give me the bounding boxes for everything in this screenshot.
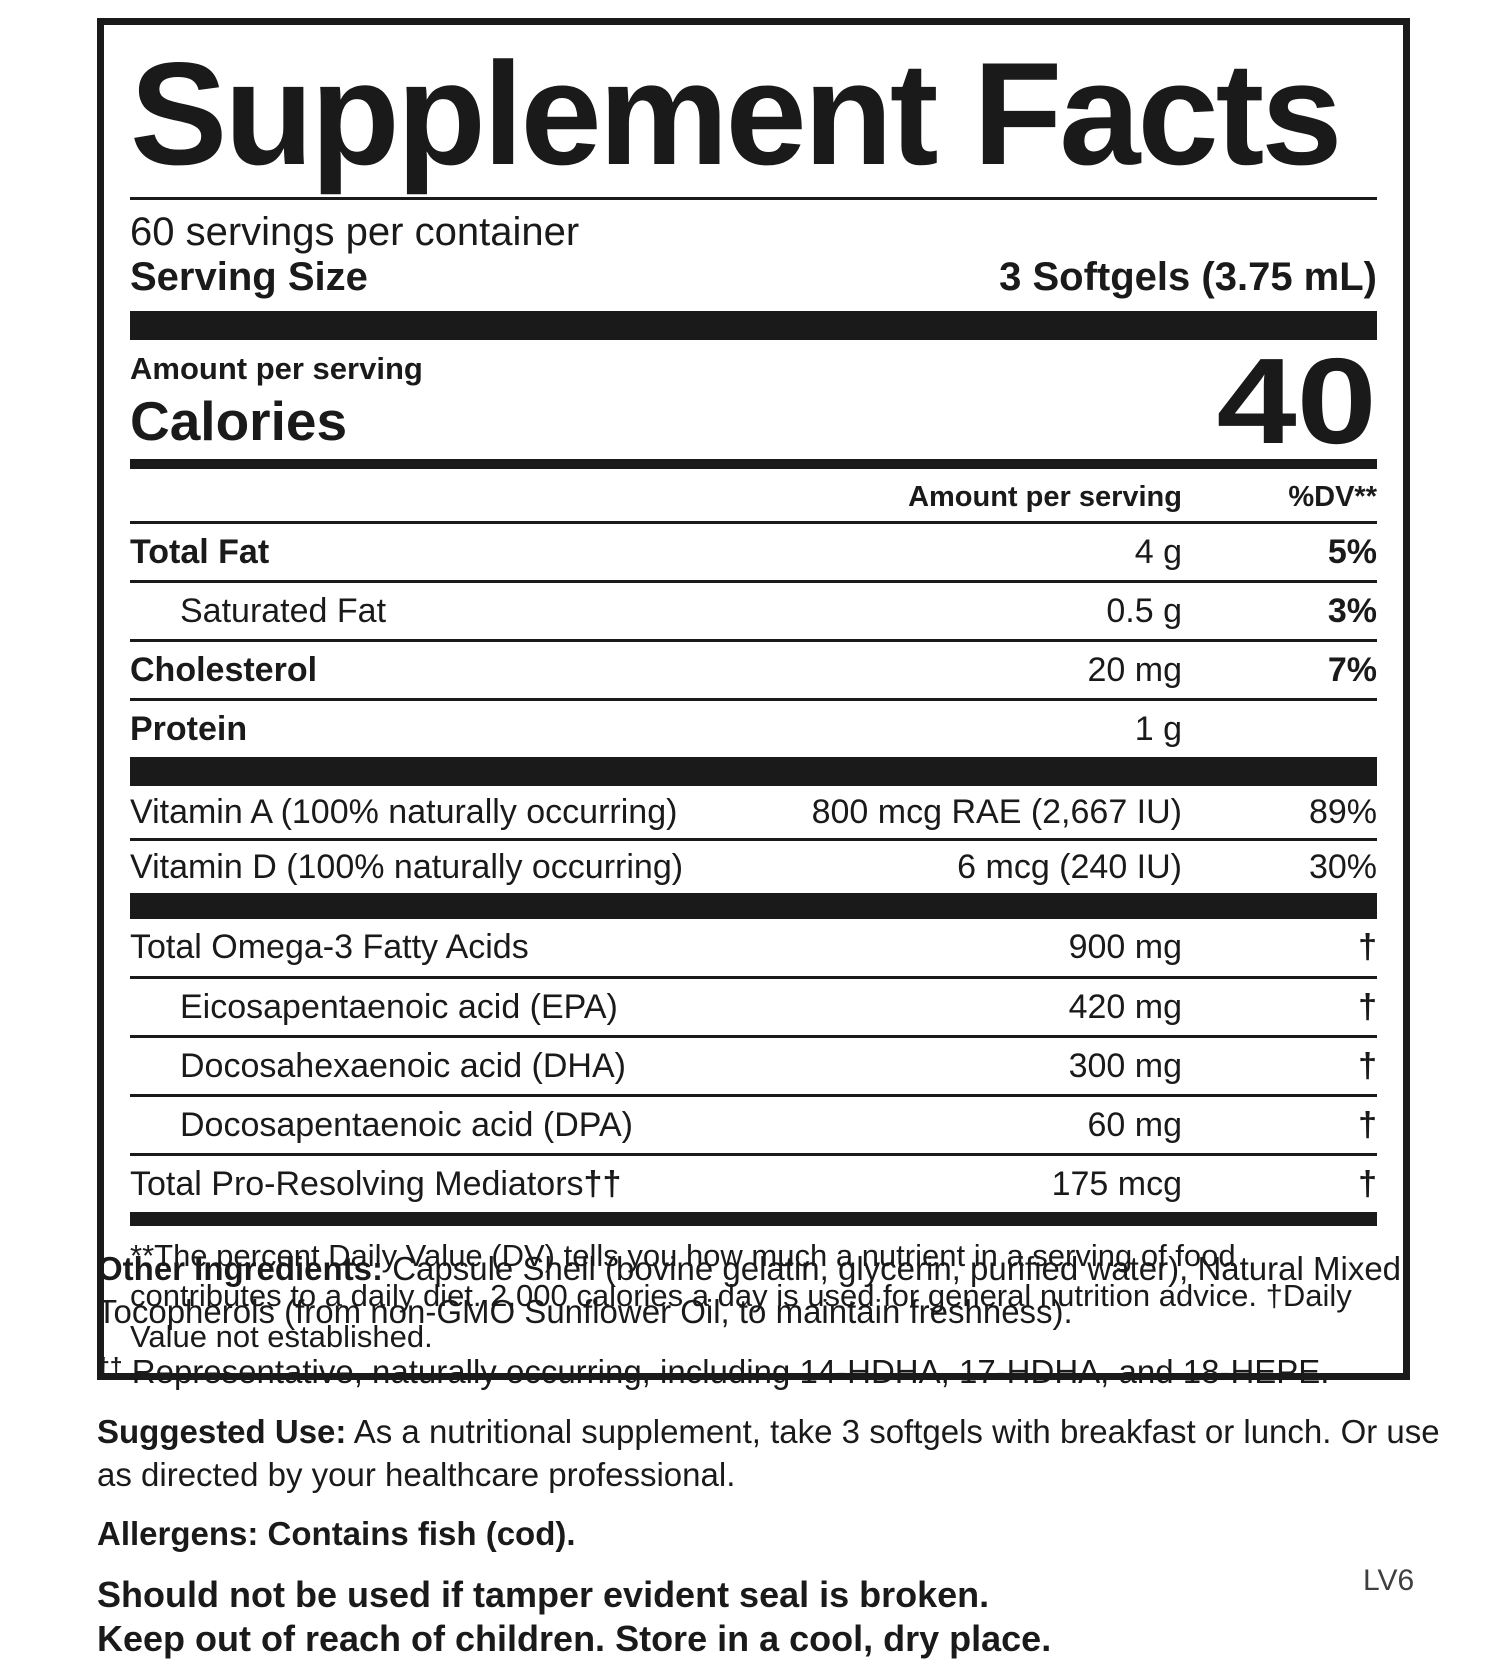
nutrient-row-saturated-fat: Saturated Fat 0.5 g 3% (130, 579, 1377, 639)
calories-label: Calories (130, 389, 348, 452)
nutrient-row-vitamin-d: Vitamin D (100% naturally occurring) 6 m… (130, 838, 1377, 893)
nutrient-row-epa: Eicosapentaenoic acid (EPA) 420 mg † (130, 975, 1377, 1035)
nutrient-name: Total Pro-Resolving Mediators†† (130, 1164, 622, 1203)
column-headers: Amount per serving %DV** (130, 469, 1377, 521)
nutrient-dv: 5% (1327, 532, 1377, 571)
double-dagger-marker: †† (97, 1352, 123, 1379)
nutrient-row-omega3-total: Total Omega-3 Fatty Acids 900 mg † (130, 919, 1377, 975)
nutrient-name: Saturated Fat (180, 591, 387, 630)
nutrient-amount: 1 g (1134, 710, 1182, 749)
nutrient-name: Vitamin A (100% naturally occurring) (130, 793, 678, 832)
tamper-seal-warning: Should not be used if tamper evident sea… (97, 1574, 990, 1616)
nutrient-dv: † (1358, 1164, 1377, 1203)
calories-value: 40 (1216, 333, 1377, 470)
nutrient-name: Docosahexaenoic acid (DHA) (180, 1046, 626, 1085)
calories-divider-bar (130, 458, 1377, 469)
dv-column-header: %DV** (1288, 480, 1377, 513)
nutrient-dv: 89% (1308, 793, 1377, 832)
representative-note: †† Representative, naturally occurring, … (97, 1352, 1330, 1390)
nutrient-row-dpa: Docosapentaenoic acid (DPA) 60 mg † (130, 1093, 1377, 1153)
suggested-use-label: Suggested Use: (97, 1412, 347, 1450)
nutrient-dv: † (1358, 928, 1377, 967)
version-code: LV6 (1363, 1564, 1415, 1597)
nutrient-dv: 3% (1327, 591, 1377, 630)
nutrient-name: Total Omega-3 Fatty Acids (130, 928, 529, 967)
suggested-use: Suggested Use: As a nutritional suppleme… (97, 1412, 1440, 1493)
amount-per-serving-label: Amount per serving (130, 350, 423, 386)
other-ingredients-label: Other Ingredients: (97, 1250, 384, 1287)
warning-statements: Should not be used if tamper evident sea… (97, 1573, 1445, 1661)
nutrient-amount: 300 mg (1068, 1046, 1182, 1085)
calories-section: Amount per serving Calories 40 (130, 333, 1377, 470)
servings-per-container: 60 servings per container (130, 210, 580, 254)
other-ingredients: Other Ingredients: Capsule Shell (bovine… (97, 1250, 1402, 1330)
supplement-facts-panel: Supplement Facts 60 servings per contain… (97, 18, 1410, 1380)
nutrient-name: Total Fat (130, 532, 270, 571)
nutrient-amount: 900 mg (1068, 928, 1182, 967)
nutrient-name: Docosapentaenoic acid (DPA) (180, 1105, 633, 1144)
nutrient-dv: 30% (1308, 848, 1377, 887)
nutrient-name: Protein (130, 710, 248, 749)
serving-size-value: 3 Softgels (3.75 mL) (999, 254, 1377, 299)
nutrient-row-total-fat: Total Fat 4 g 5% (130, 520, 1377, 580)
nutrient-row-dha: Docosahexaenoic acid (DHA) 300 mg † (130, 1034, 1377, 1094)
section-divider-bar (130, 310, 1377, 340)
daily-value-footnote: **The percent Daily Value (DV) tells you… (130, 1237, 1352, 1354)
serving-size-label: Serving Size (130, 254, 368, 299)
nutrient-row-protein: Protein 1 g (130, 698, 1377, 757)
panel-title: Supplement Facts (130, 32, 1342, 195)
nutrient-amount: 60 mg (1087, 1105, 1183, 1144)
serving-size-row: Serving Size 3 Softgels (3.75 mL) (130, 255, 1377, 299)
title-divider (130, 197, 1377, 200)
allergens-statement: Allergens: Contains fish (cod). (97, 1515, 576, 1553)
nutrient-amount: 420 mg (1068, 987, 1182, 1026)
nutrient-name: Vitamin D (100% naturally occurring) (130, 848, 684, 887)
section-divider-bar (130, 893, 1377, 920)
nutrient-amount: 20 mg (1087, 650, 1183, 689)
section-divider-bar (130, 1211, 1377, 1226)
nutrient-amount: 0.5 g (1106, 591, 1182, 630)
nutrient-amount: 175 mcg (1051, 1164, 1182, 1203)
supplemental-info: Other Ingredients: Capsule Shell (bovine… (97, 1248, 1445, 1661)
nutrient-row-cholesterol: Cholesterol 20 mg 7% (130, 638, 1377, 698)
nutrient-name: Eicosapentaenoic acid (EPA) (180, 987, 618, 1026)
nutrient-dv: † (1358, 1046, 1377, 1085)
nutrient-dv: † (1358, 1105, 1377, 1144)
storage-warning: Keep out of reach of children. Store in … (97, 1618, 1052, 1660)
nutrient-row-pro-resolving-mediators: Total Pro-Resolving Mediators†† 175 mcg … (130, 1152, 1377, 1212)
amount-column-header: Amount per serving (908, 480, 1182, 513)
nutrient-dv: 7% (1327, 650, 1377, 689)
nutrient-dv: † (1358, 987, 1377, 1026)
section-divider-bar (130, 757, 1377, 787)
nutrient-name: Cholesterol (130, 650, 318, 689)
nutrient-row-vitamin-a: Vitamin A (100% naturally occurring) 800… (130, 786, 1377, 838)
nutrient-amount: 800 mcg RAE (2,667 IU) (811, 793, 1182, 832)
nutrient-amount: 4 g (1134, 532, 1182, 571)
nutrient-amount: 6 mcg (240 IU) (957, 848, 1182, 887)
